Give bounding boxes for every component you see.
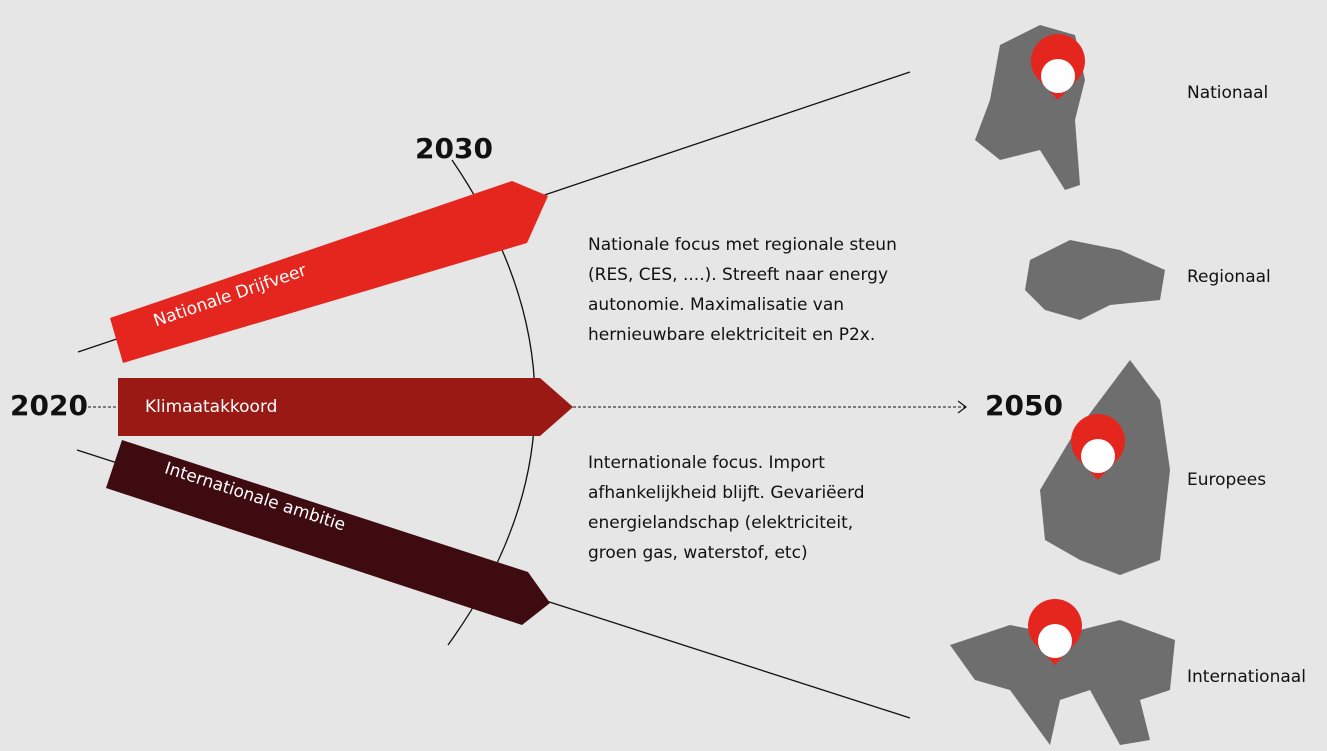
arrowhead [957,400,967,414]
pins [1028,34,1125,665]
description-line: Internationale focus. Import [588,453,825,473]
climate-arrow [118,378,573,436]
description-line: afhankelijkheid blijft. Gevariëerd [588,483,865,503]
international-arrow [106,440,550,625]
pin-center [1081,439,1115,473]
arrow-label: Klimaatakkoord [145,397,277,417]
scope-label: Europees [1187,470,1266,490]
description-line: (RES, CES, ....). Streeft naar energy [588,265,888,285]
description-line: hernieuwbare elektriciteit en P2x. [588,325,875,345]
scope-label: Regionaal [1187,267,1271,287]
description-line: autonomie. Maximalisatie van [588,295,844,315]
scope-label: Internationaal [1187,667,1306,687]
scope-label: Nationaal [1187,83,1268,103]
year-label: 2030 [415,132,493,165]
pin-center [1038,624,1072,658]
national-arrow [110,181,548,363]
description-line: groen gas, waterstof, etc) [588,543,808,563]
map-world [950,620,1175,745]
pin-center [1041,59,1075,93]
year-label: 2050 [985,389,1063,422]
year-label: 2020 [10,389,88,422]
description-line: energielandschap (elektriciteit, [588,513,853,533]
descriptions: Nationale focus met regionale steun (RES,… [588,235,897,563]
description-line: Nationale focus met regionale steun [588,235,897,255]
map-region [1025,240,1165,320]
